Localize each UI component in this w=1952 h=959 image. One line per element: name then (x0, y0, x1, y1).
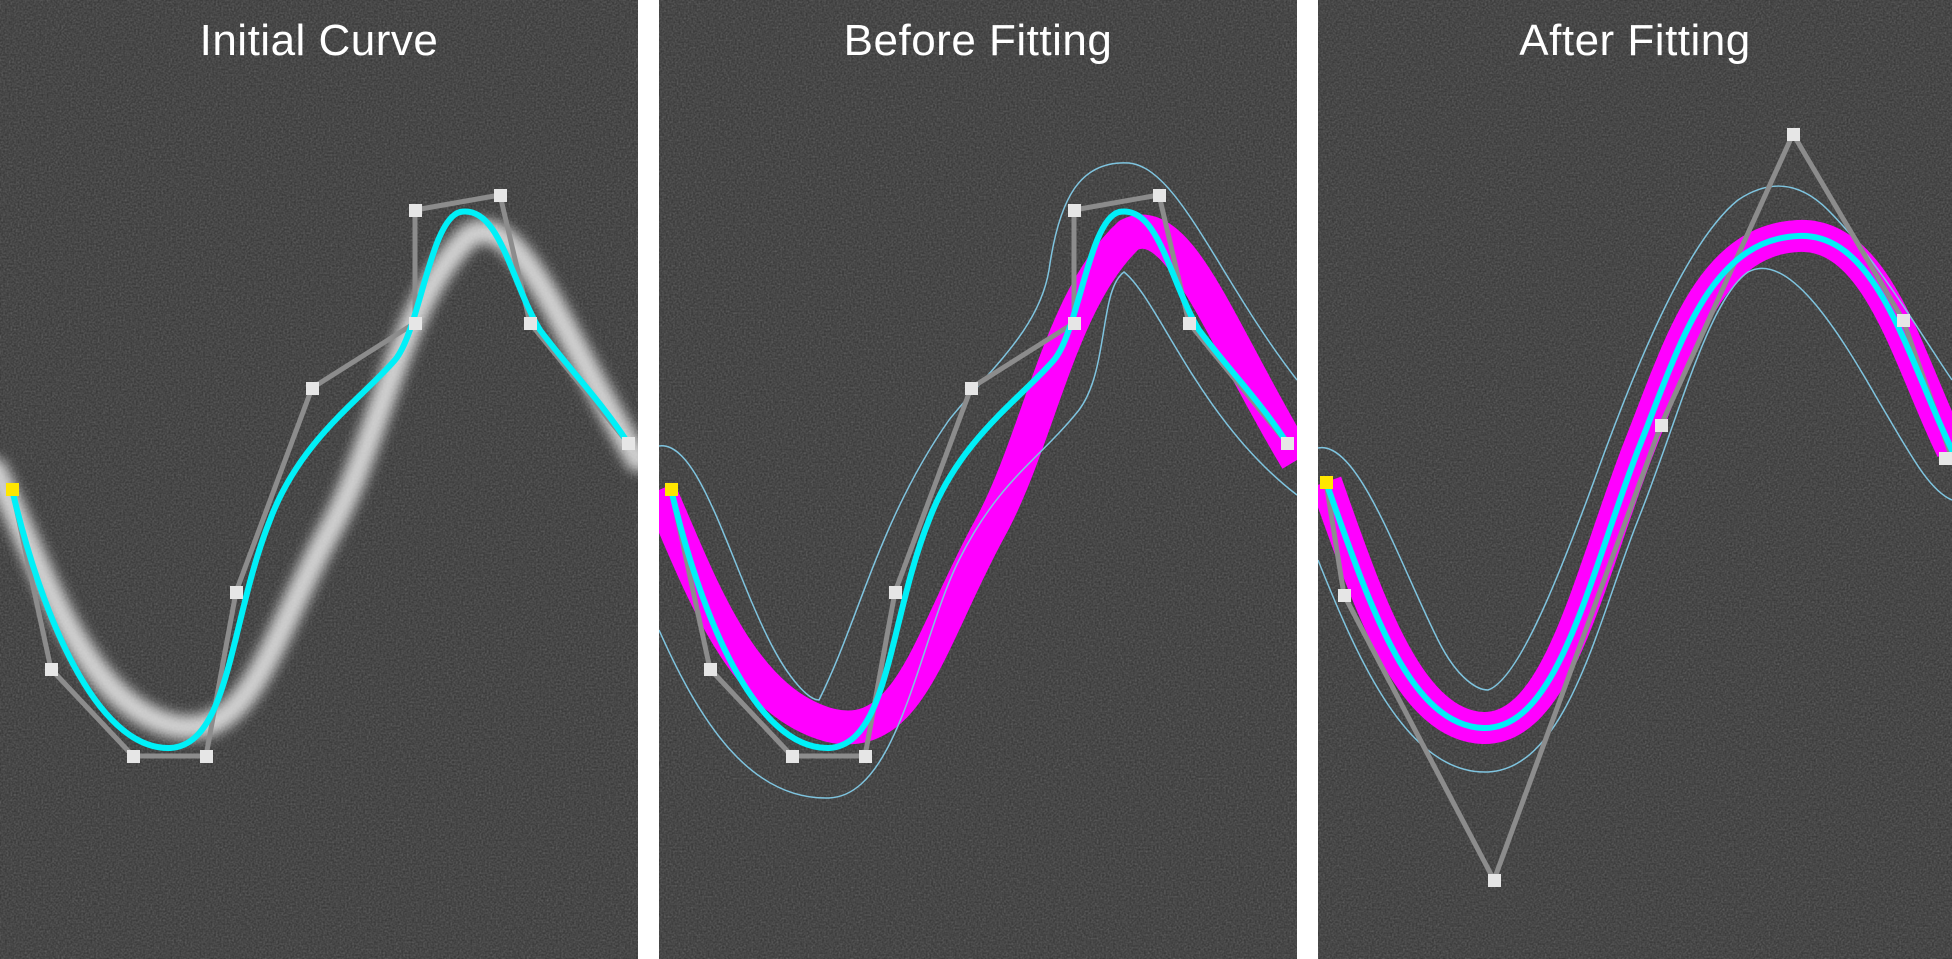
control-point (306, 382, 319, 395)
control-point (127, 750, 140, 763)
spline-curve (668, 208, 1290, 752)
panel-after-fitting-canvas (1318, 0, 1952, 959)
control-point (494, 189, 507, 202)
spline-curve (9, 208, 631, 752)
search-band-lower (1318, 267, 1952, 773)
control-point (1068, 317, 1081, 330)
control-point (1897, 314, 1910, 327)
control-point (524, 317, 537, 330)
control-point (1488, 874, 1501, 887)
control-point (230, 586, 243, 599)
control-point-first (6, 483, 19, 496)
control-point (200, 750, 213, 763)
control-point (786, 750, 799, 763)
control-point (45, 663, 58, 676)
panel-title: Initial Curve (199, 16, 439, 65)
spline-curve (1323, 232, 1952, 732)
control-point-first (1320, 476, 1333, 489)
control-point (1183, 317, 1196, 330)
noise-texture (0, 0, 638, 959)
search-band-lower (659, 271, 1297, 799)
control-point (1338, 589, 1351, 602)
control-point (1787, 128, 1800, 141)
panel-title: Before Fitting (843, 16, 1113, 65)
control-point-first (665, 483, 678, 496)
panel-after-fitting: After Fitting (1318, 0, 1952, 959)
control-point (1939, 452, 1952, 465)
search-band-upper (1318, 185, 1952, 691)
panel-initial-curve: Initial Curve (0, 0, 638, 959)
control-point (859, 750, 872, 763)
control-points (1320, 128, 1952, 887)
control-point (965, 382, 978, 395)
control-point (409, 317, 422, 330)
noise-texture (659, 0, 1297, 959)
control-point (622, 437, 635, 450)
control-point (1153, 189, 1166, 202)
control-point (1655, 419, 1668, 432)
target-ridge (0, 219, 638, 740)
panel-before-fitting: Before Fitting (659, 0, 1297, 959)
control-point (704, 663, 717, 676)
panel-initial-curve-canvas (0, 0, 638, 959)
panel-title: After Fitting (1519, 16, 1751, 65)
control-point (409, 204, 422, 217)
control-points (6, 189, 635, 763)
search-band-upper (659, 162, 1297, 701)
panel-before-fitting-canvas (659, 0, 1297, 959)
fit-region (659, 214, 1297, 745)
control-point (889, 586, 902, 599)
control-point (1068, 204, 1081, 217)
control-point (1281, 437, 1294, 450)
control-points (665, 189, 1294, 763)
